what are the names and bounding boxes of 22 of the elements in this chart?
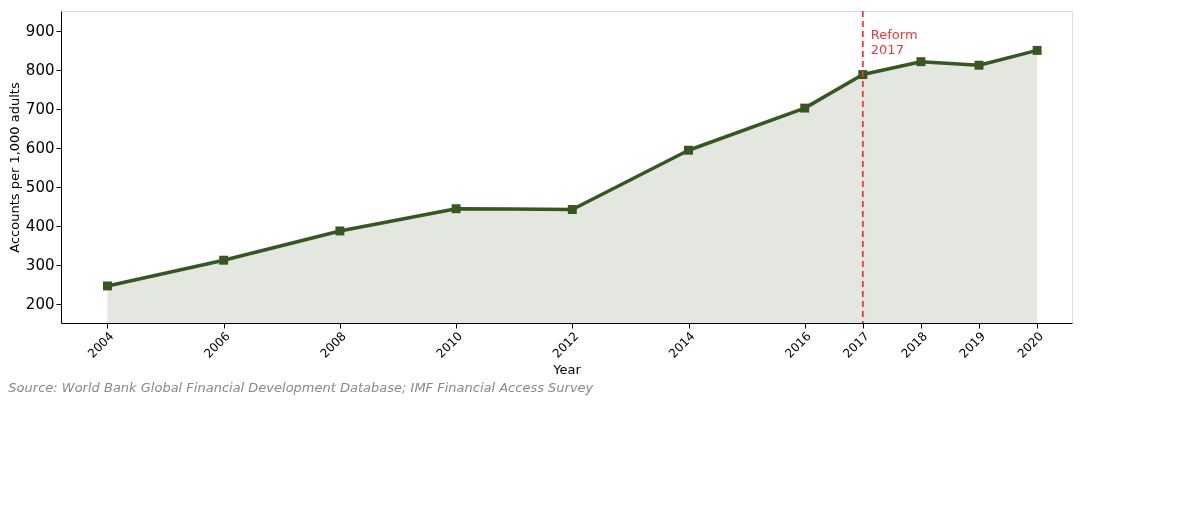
point xyxy=(974,60,984,70)
point xyxy=(800,103,810,113)
y-tick-label: 400 xyxy=(25,217,55,235)
y-tick-label: 600 xyxy=(25,139,55,157)
ref-line-label: Reform 2017 xyxy=(870,27,918,57)
point xyxy=(103,281,112,291)
y-tick-label: 800 xyxy=(25,61,55,79)
y-tick-label: 200 xyxy=(25,295,55,313)
point xyxy=(219,255,229,265)
point xyxy=(684,145,693,155)
point xyxy=(1032,45,1042,55)
y-axis-title: Accounts per 1,000 adults xyxy=(6,82,22,253)
source-note: Source: World Bank Global Financial Development Database; IMF Financial Access Survey xyxy=(8,380,594,396)
point xyxy=(335,226,345,236)
y-tick-label: 700 xyxy=(25,100,55,118)
y-tick-label: 900 xyxy=(25,22,55,40)
point xyxy=(567,205,577,214)
y-tick-label: 500 xyxy=(25,178,55,196)
point xyxy=(916,57,926,67)
x-axis-title: Year xyxy=(552,361,582,377)
y-tick-label: 300 xyxy=(25,256,55,274)
point xyxy=(451,204,461,214)
